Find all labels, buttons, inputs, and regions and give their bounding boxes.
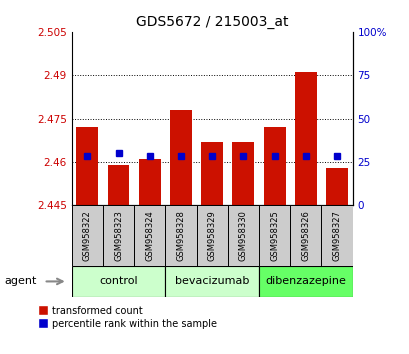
- Text: GSM958325: GSM958325: [270, 210, 279, 261]
- Text: GSM958328: GSM958328: [176, 210, 185, 261]
- Bar: [325, 168, 347, 205]
- Bar: [76, 127, 98, 205]
- Text: GSM958329: GSM958329: [207, 210, 216, 261]
- Text: GSM958323: GSM958323: [114, 210, 123, 261]
- Bar: [321, 205, 352, 266]
- Bar: [263, 127, 285, 205]
- Text: GSM958326: GSM958326: [301, 210, 310, 261]
- Bar: [201, 142, 222, 205]
- Bar: [134, 205, 165, 266]
- Text: GSM958327: GSM958327: [332, 210, 341, 261]
- Legend: transformed count, percentile rank within the sample: transformed count, percentile rank withi…: [38, 306, 217, 329]
- Text: dibenzazepine: dibenzazepine: [265, 276, 345, 286]
- Title: GDS5672 / 215003_at: GDS5672 / 215003_at: [136, 16, 288, 29]
- Bar: [294, 72, 316, 205]
- Bar: [108, 165, 129, 205]
- Bar: [258, 205, 290, 266]
- Bar: [139, 159, 160, 205]
- Bar: [103, 205, 134, 266]
- Bar: [72, 205, 103, 266]
- Text: control: control: [99, 276, 137, 286]
- Bar: [170, 110, 191, 205]
- Text: bevacizumab: bevacizumab: [175, 276, 249, 286]
- Text: GSM958324: GSM958324: [145, 210, 154, 261]
- Bar: [232, 142, 254, 205]
- Bar: [72, 266, 165, 297]
- Bar: [165, 266, 258, 297]
- Text: GSM958322: GSM958322: [83, 210, 92, 261]
- Bar: [227, 205, 258, 266]
- Text: agent: agent: [4, 276, 36, 286]
- Bar: [196, 205, 227, 266]
- Bar: [165, 205, 196, 266]
- Bar: [258, 266, 352, 297]
- Text: GSM958330: GSM958330: [238, 210, 247, 261]
- Bar: [290, 205, 321, 266]
